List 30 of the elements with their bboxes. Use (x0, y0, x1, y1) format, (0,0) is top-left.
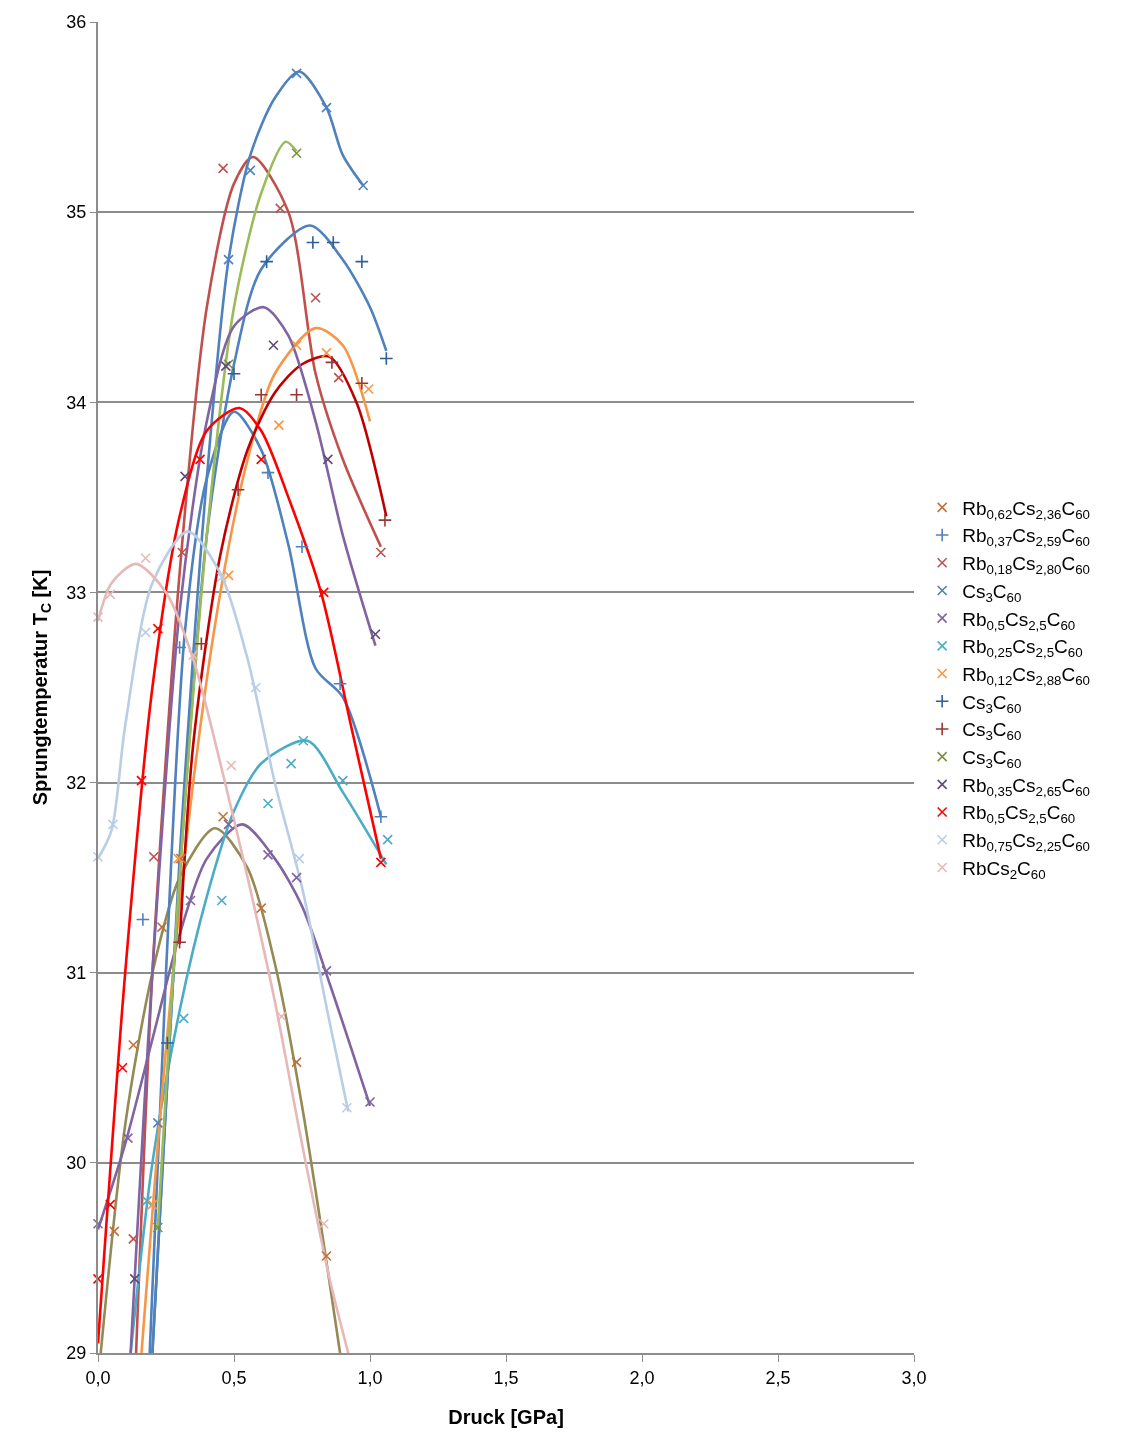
y-tick-label: 32 (66, 772, 87, 793)
legend-label: Cs$_{3}$C$_{60}$ (962, 691, 1022, 716)
y-tick-label: 34 (66, 392, 87, 413)
legend-label: Rb$_{0,5}$Cs$_{2,5}$C$_{60}$ (962, 608, 1076, 633)
x-tick-label: 2,5 (765, 1367, 791, 1388)
legend-label: Rb$_{0,75}$Cs$_{2,25}$C$_{60}$ (962, 830, 1090, 855)
legend-label: RbCs$_{2}$C$_{60}$ (962, 857, 1046, 882)
y-tick-label: 30 (66, 1153, 87, 1174)
y-tick-label: 33 (66, 582, 87, 603)
legend-label: Rb$_{0,37}$Cs$_{2,59}$C$_{60}$ (962, 525, 1090, 550)
y-tick-label: 36 (66, 12, 87, 33)
x-tick-label: 0,0 (85, 1367, 111, 1388)
legend-label: Cs$_{3}$C$_{60}$ (962, 580, 1022, 605)
x-tick-label: 1,0 (357, 1367, 383, 1388)
x-tick-label: 2,0 (629, 1367, 655, 1388)
legend-label: Rb$_{0,25}$Cs$_{2,5}$C$_{60}$ (962, 636, 1083, 661)
y-tick-label: 31 (66, 963, 87, 984)
legend-label: Rb$_{0,35}$Cs$_{2,65}$C$_{60}$ (962, 774, 1090, 799)
x-tick-label: 0,5 (221, 1367, 247, 1388)
y-tick-label: 29 (66, 1343, 87, 1364)
legend-label: Rb$_{0,5}$Cs$_{2,5}$C$_{60}$ (962, 802, 1076, 827)
legend-label: Rb$_{0,62}$Cs$_{2,36}$C$_{60}$ (962, 497, 1090, 522)
x-axis-title: Druck [GPa] (448, 1406, 564, 1428)
legend-label: Rb$_{0,18}$Cs$_{2,80}$C$_{60}$ (962, 553, 1090, 578)
y-tick-label: 35 (66, 202, 87, 223)
legend-label: Cs$_{3}$C$_{60}$ (962, 719, 1022, 744)
legend-label: Cs$_{3}$C$_{60}$ (962, 747, 1022, 772)
x-tick-label: 3,0 (901, 1367, 927, 1388)
x-tick-label: 1,5 (493, 1367, 519, 1388)
legend-label: Rb$_{0,12}$Cs$_{2,88}$C$_{60}$ (962, 663, 1090, 688)
